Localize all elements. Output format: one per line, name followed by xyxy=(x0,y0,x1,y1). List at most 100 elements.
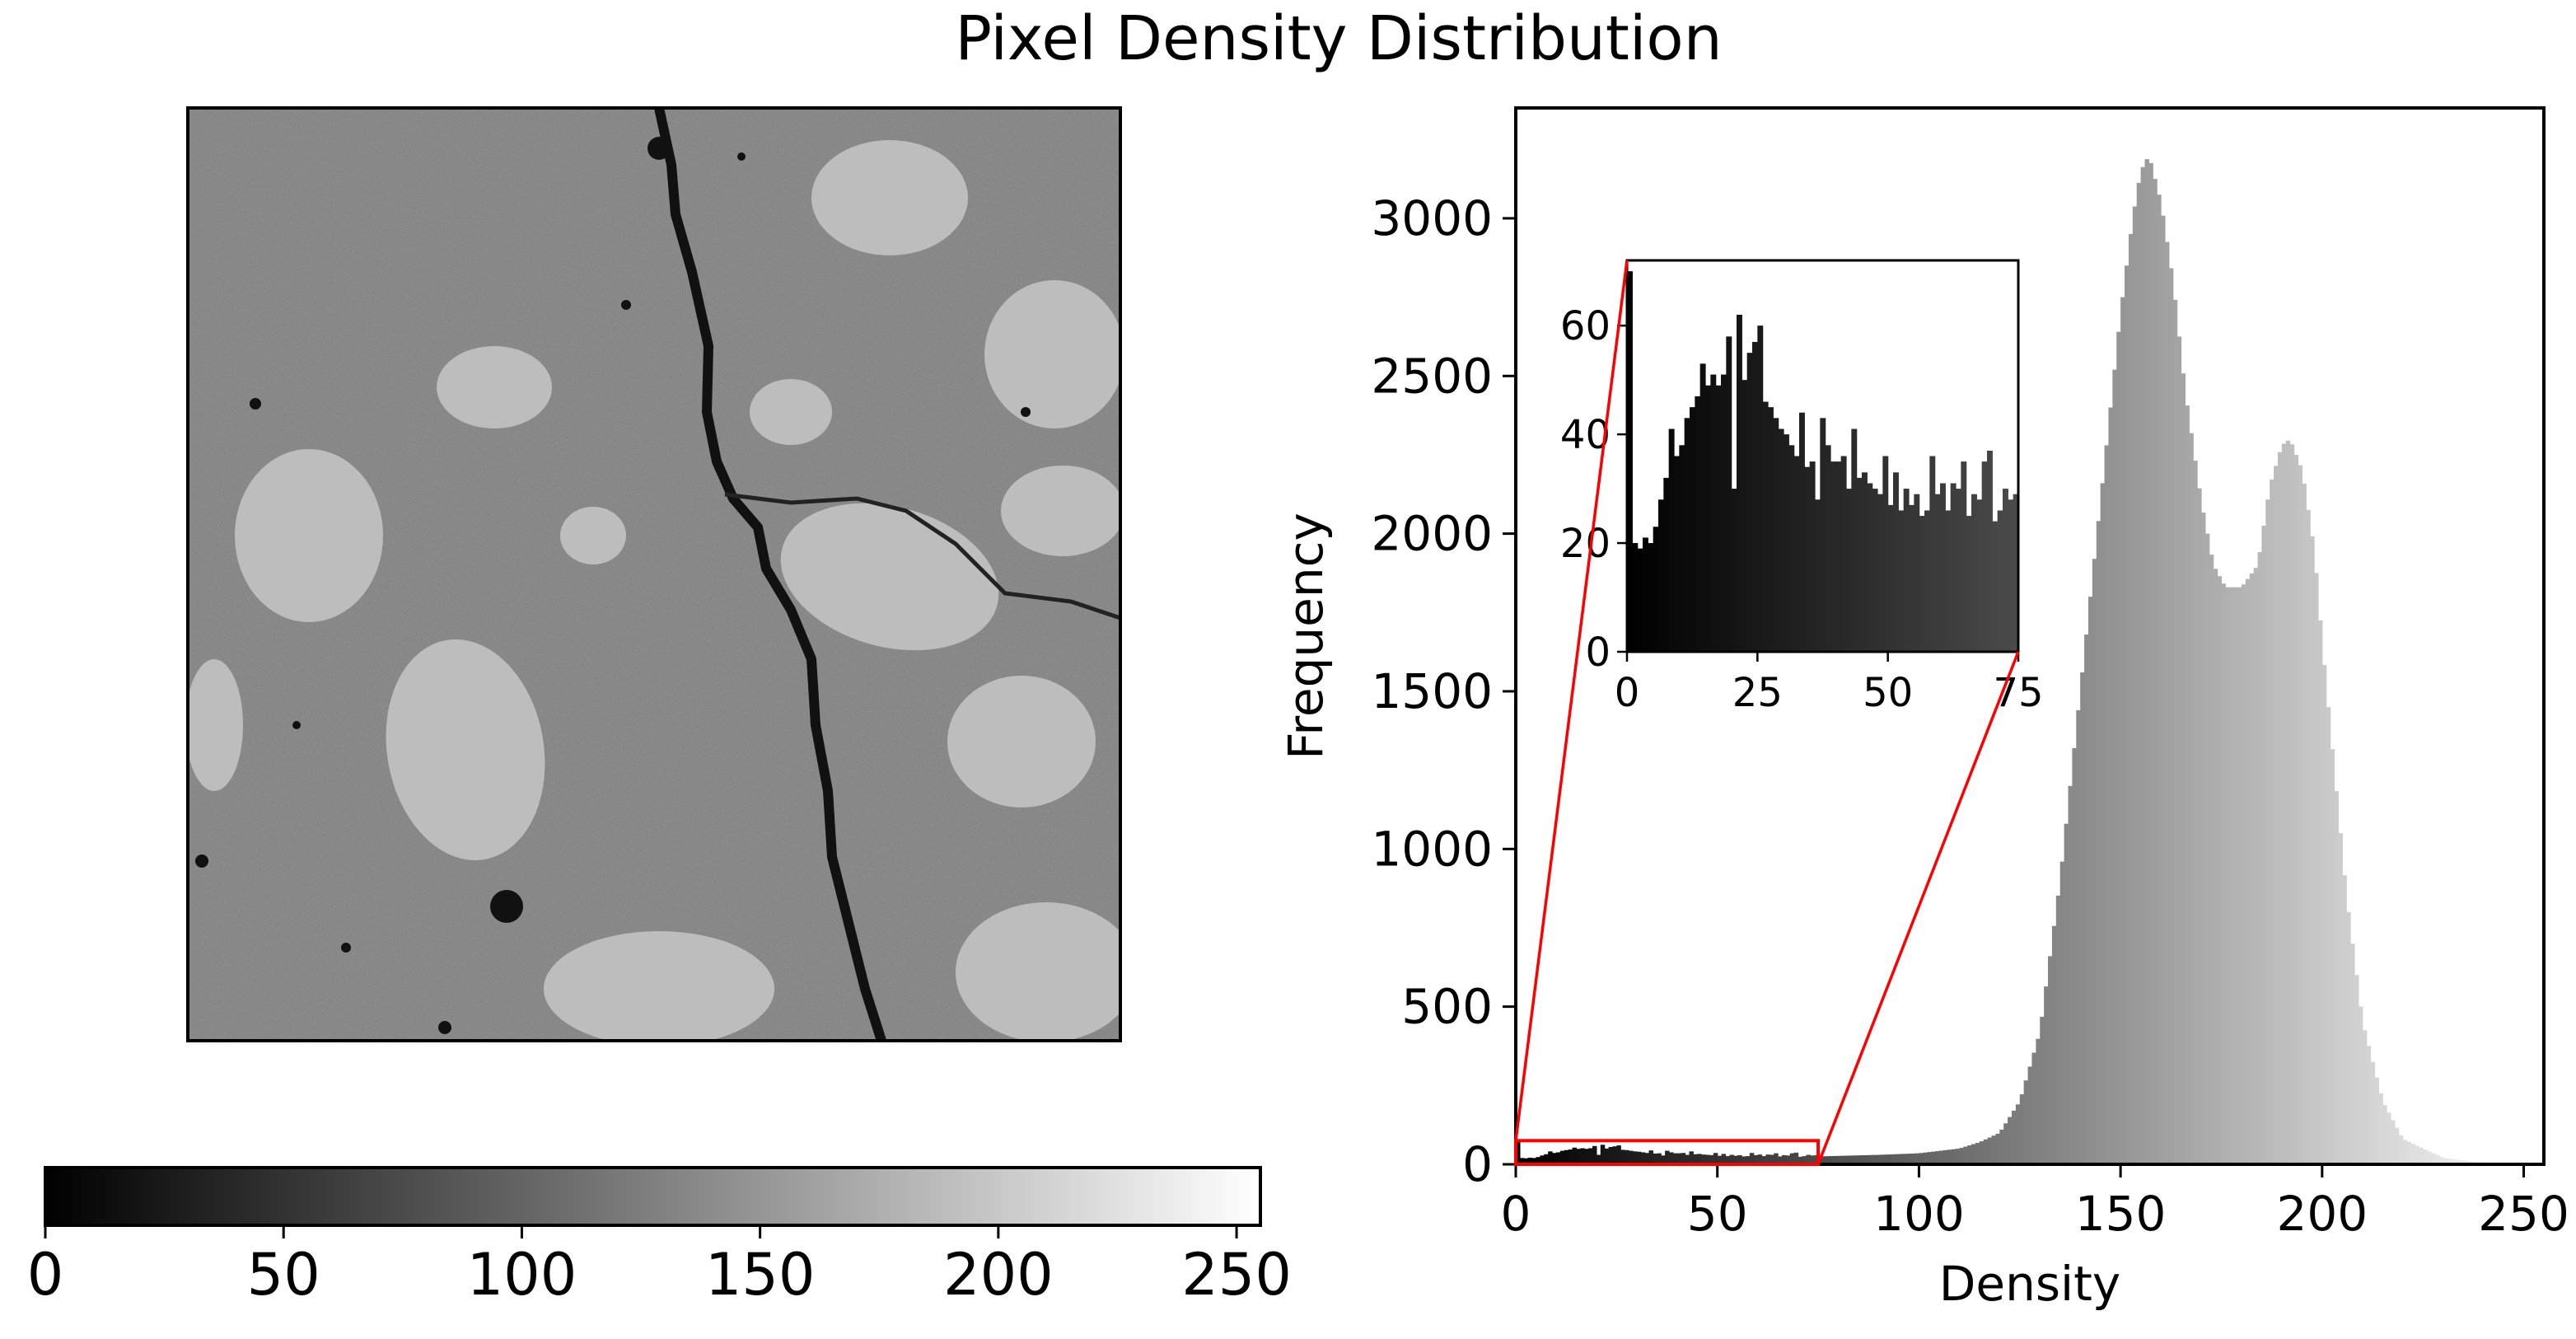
histogram-bar xyxy=(2314,573,2319,1164)
inset-bar xyxy=(1961,461,1967,652)
histogram-bar xyxy=(1846,1155,1851,1164)
histogram-bar xyxy=(1991,1135,1996,1164)
inset-bar xyxy=(1653,527,1659,652)
inset-bar xyxy=(1909,504,1914,652)
histogram-bar xyxy=(1858,1155,1863,1164)
inset-bar xyxy=(1721,374,1727,652)
histogram-bar xyxy=(1943,1149,1948,1164)
histogram-bar xyxy=(2277,452,2283,1164)
inset-bar xyxy=(1997,510,2003,652)
y-tick-label: 2500 xyxy=(1371,348,1493,404)
inset-y-tick-label: 60 xyxy=(1560,303,1611,349)
x-tick-label: 250 xyxy=(2478,1186,2569,1242)
inset-bar xyxy=(1746,353,1753,652)
histogram-bar xyxy=(1927,1152,1932,1164)
histogram-bar xyxy=(1668,1152,1674,1164)
histogram-bar xyxy=(1987,1137,1993,1164)
inset-bar xyxy=(1929,456,1936,652)
histogram-bar xyxy=(1761,1156,1767,1164)
histogram-bar xyxy=(1862,1154,1868,1164)
histogram-bar xyxy=(2455,1159,2460,1164)
histogram-bar xyxy=(1923,1152,1928,1164)
x-tick-label: 0 xyxy=(1501,1186,1531,1242)
histogram-bar xyxy=(2164,241,2170,1164)
histogram-bar xyxy=(1749,1153,1755,1164)
histogram-bar xyxy=(2398,1135,2404,1164)
histogram-bar xyxy=(2317,620,2323,1164)
histogram-bar xyxy=(2265,499,2270,1164)
histogram-bar xyxy=(2354,975,2359,1164)
histogram-bar xyxy=(1564,1149,1569,1164)
histogram-bar xyxy=(2185,405,2190,1164)
inset-bar xyxy=(1784,434,1789,652)
histogram-bar xyxy=(2249,573,2255,1164)
inset-x-tick-label: 50 xyxy=(1863,670,1913,716)
inset-y-tick-label: 20 xyxy=(1560,521,1611,567)
histogram-bar xyxy=(1608,1146,1614,1164)
inset-bar xyxy=(1684,418,1690,652)
histogram-bar xyxy=(1548,1151,1553,1164)
histogram-bar xyxy=(2306,509,2311,1164)
histogram-bar xyxy=(1931,1151,1936,1164)
histogram-bar xyxy=(1963,1146,1968,1164)
inset-bar xyxy=(1987,450,1993,652)
histogram-bar xyxy=(1629,1150,1634,1164)
inset-bar xyxy=(1632,543,1639,652)
histogram-bar xyxy=(1737,1154,1742,1164)
colorbar-tick-label: 200 xyxy=(943,1241,1054,1309)
inset-bar xyxy=(1945,510,1952,652)
inset-bar xyxy=(1981,461,1988,652)
histogram-bar xyxy=(2153,179,2158,1164)
histogram-bar xyxy=(1810,1155,1815,1164)
histogram-bar xyxy=(2321,665,2327,1164)
histogram-bar xyxy=(1531,1158,1537,1164)
inset-bar xyxy=(1919,516,1925,652)
histogram-bar xyxy=(1672,1153,1678,1164)
histogram-bar xyxy=(1971,1144,1976,1164)
histogram-bar xyxy=(1778,1156,1783,1164)
histogram-bar xyxy=(2019,1094,2025,1164)
histogram-bar xyxy=(1793,1152,1799,1164)
inset-bar xyxy=(1804,466,1811,652)
histogram-bar xyxy=(1544,1154,1549,1164)
histogram-bar xyxy=(2310,536,2315,1164)
histogram-bar xyxy=(1774,1153,1779,1164)
histogram-bar xyxy=(2148,162,2153,1164)
histogram-bar xyxy=(2068,785,2073,1164)
histogram-bar xyxy=(2003,1123,2008,1164)
inset-x-tick-label: 0 xyxy=(1615,670,1640,716)
histogram-bar xyxy=(2430,1153,2436,1164)
inset-bar xyxy=(1971,494,1977,652)
histogram-bar xyxy=(1886,1154,1891,1164)
histogram-frame xyxy=(1514,106,2546,1166)
inset-bar xyxy=(1757,325,1764,652)
inset-bar xyxy=(1830,461,1836,652)
y-tick-label: 500 xyxy=(1401,979,1493,1035)
histogram-bar xyxy=(2040,1016,2045,1164)
histogram-bar xyxy=(1741,1156,1746,1164)
histogram-bar xyxy=(1834,1155,1840,1164)
histogram-bars xyxy=(1516,159,2545,1165)
histogram-bar xyxy=(1870,1154,1876,1164)
y-tick-label: 3000 xyxy=(1371,190,1493,246)
histogram-bar xyxy=(2221,583,2226,1164)
histogram-bar xyxy=(2342,875,2347,1164)
histogram-bar xyxy=(2213,569,2218,1164)
histogram-bar xyxy=(1713,1153,1718,1164)
histogram-bar xyxy=(2285,440,2291,1164)
histogram-bar xyxy=(2031,1052,2036,1164)
histogram-bar xyxy=(1934,1151,1940,1164)
histogram-bar xyxy=(1576,1149,1581,1164)
histogram-bar xyxy=(1830,1155,1835,1164)
x-axis-label: Density xyxy=(1939,1256,2121,1312)
histogram-bar xyxy=(2410,1144,2415,1164)
histogram-bar xyxy=(2108,407,2113,1164)
histogram-bar xyxy=(2237,587,2242,1164)
inset-bar xyxy=(1793,456,1800,652)
histogram-bar xyxy=(2419,1147,2424,1164)
histogram-bar xyxy=(2125,265,2130,1165)
histogram-bar xyxy=(2298,465,2303,1164)
histogram-bar xyxy=(1979,1141,1985,1164)
